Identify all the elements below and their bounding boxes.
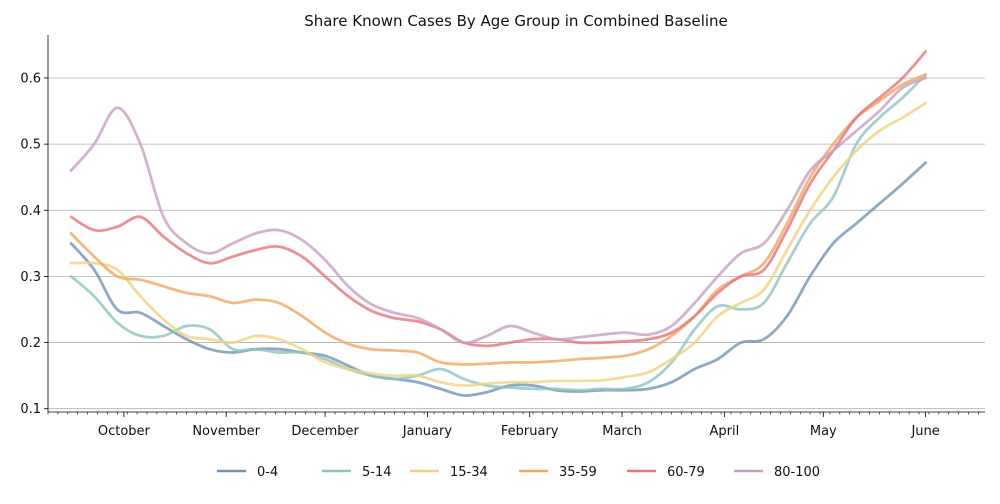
x-tick-label: November: [192, 424, 260, 439]
y-tick-label: 0.1: [20, 402, 41, 417]
x-tick-label: April: [709, 424, 739, 439]
legend-label: 35-59: [559, 465, 597, 480]
series-group: [69, 50, 927, 397]
x-tick-label: February: [501, 424, 559, 439]
chart-title: Share Known Cases By Age Group in Combin…: [304, 12, 728, 30]
x-tick-label: December: [291, 424, 359, 439]
y-tick-label: 0.6: [20, 71, 41, 86]
series-line-15-34: [69, 101, 927, 387]
series-line-0-4: [69, 161, 927, 397]
y-tick-label: 0.5: [20, 138, 41, 153]
y-tick-label: 0.3: [20, 270, 41, 285]
series-line-60-79: [69, 50, 927, 348]
x-tick-label: January: [402, 424, 453, 439]
x-tick-label: October: [98, 424, 151, 439]
x-tick-label: June: [910, 424, 939, 439]
grid: [48, 77, 985, 410]
x-tick-label: March: [602, 424, 642, 439]
series-line-35-59: [69, 73, 927, 366]
y-tick-label: 0.2: [20, 336, 41, 351]
legend-label: 0-4: [257, 465, 278, 480]
legend: 0-4 5-14 15-34 35-59 60-79 80-100: [217, 465, 820, 480]
legend-label: 5-14: [362, 465, 392, 480]
series-line-80-100: [69, 76, 927, 345]
series-line-5-14: [69, 73, 927, 392]
legend-label: 80-100: [774, 465, 820, 480]
x-tick-label: May: [810, 424, 837, 439]
legend-label: 15-34: [450, 465, 488, 480]
axes: 0.1 0.2 0.3 0.4 0.5 0.6 October November Decembe…: [20, 35, 985, 439]
y-tick-label: 0.4: [20, 204, 41, 219]
legend-label: 60-79: [667, 465, 705, 480]
